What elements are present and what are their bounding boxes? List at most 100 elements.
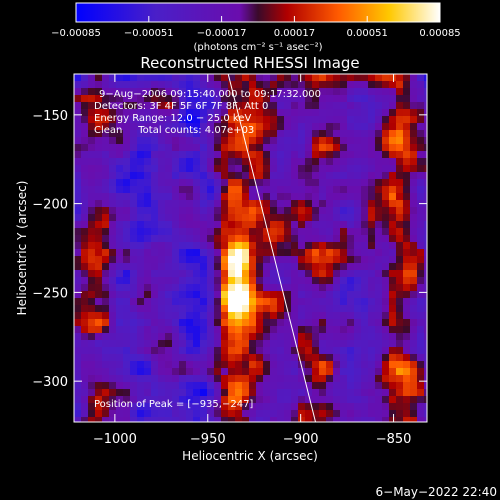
heatmap-cell bbox=[74, 158, 81, 165]
heatmap-cell bbox=[102, 200, 109, 207]
heatmap-cell bbox=[263, 382, 270, 389]
heatmap-cell bbox=[207, 312, 214, 319]
heatmap-cell bbox=[291, 123, 298, 130]
heatmap-cell bbox=[403, 403, 410, 410]
heatmap-cell bbox=[200, 228, 207, 235]
heatmap-cell bbox=[242, 116, 249, 123]
heatmap-cell bbox=[186, 382, 193, 389]
heatmap-cell bbox=[130, 165, 137, 172]
heatmap-cell bbox=[172, 375, 179, 382]
heatmap-cell bbox=[165, 340, 172, 347]
heatmap-cell bbox=[179, 417, 186, 422]
heatmap-cell bbox=[284, 277, 291, 284]
heatmap-cell bbox=[130, 137, 137, 144]
heatmap-cell bbox=[95, 277, 102, 284]
heatmap-cell bbox=[116, 298, 123, 305]
heatmap-cell bbox=[326, 214, 333, 221]
heatmap-cell bbox=[74, 319, 81, 326]
heatmap-cell bbox=[151, 417, 158, 422]
heatmap-cell bbox=[368, 81, 375, 88]
heatmap-cell bbox=[228, 228, 235, 235]
heatmap-cell bbox=[389, 165, 396, 172]
heatmap-cell bbox=[403, 396, 410, 403]
heatmap-cell bbox=[410, 326, 417, 333]
heatmap-cell bbox=[347, 368, 354, 375]
heatmap-cell bbox=[319, 88, 326, 95]
heatmap-cell bbox=[214, 116, 221, 123]
heatmap-cell bbox=[389, 396, 396, 403]
heatmap-cell bbox=[382, 354, 389, 361]
heatmap-cell bbox=[375, 116, 382, 123]
heatmap-cell bbox=[81, 81, 88, 88]
heatmap-cell bbox=[424, 123, 427, 130]
heatmap-cell bbox=[326, 396, 333, 403]
heatmap-cell bbox=[305, 396, 312, 403]
heatmap-cell bbox=[340, 221, 347, 228]
heatmap-cell bbox=[144, 102, 151, 109]
heatmap-cell bbox=[256, 340, 263, 347]
x-tick-label: −950 bbox=[190, 432, 226, 447]
heatmap-cell bbox=[312, 109, 319, 116]
heatmap-cell bbox=[312, 256, 319, 263]
heatmap-cell bbox=[81, 102, 88, 109]
heatmap-cell bbox=[389, 221, 396, 228]
y-tick-label: −150 bbox=[32, 109, 68, 124]
heatmap-cell bbox=[158, 235, 165, 242]
heatmap-cell bbox=[214, 389, 221, 396]
heatmap-cell bbox=[277, 347, 284, 354]
heatmap-cell bbox=[298, 151, 305, 158]
heatmap-cell bbox=[368, 165, 375, 172]
heatmap-cell bbox=[249, 102, 256, 109]
heatmap-cell bbox=[375, 158, 382, 165]
heatmap-cell bbox=[221, 193, 228, 200]
heatmap-cell bbox=[291, 417, 298, 422]
heatmap-cell bbox=[109, 109, 116, 116]
heatmap-cell bbox=[417, 312, 424, 319]
heatmap-cell bbox=[116, 193, 123, 200]
heatmap-cell bbox=[347, 95, 354, 102]
heatmap-cell bbox=[382, 417, 389, 422]
heatmap-cell bbox=[144, 123, 151, 130]
heatmap-cell bbox=[256, 88, 263, 95]
heatmap-cell bbox=[249, 235, 256, 242]
heatmap-cell bbox=[102, 319, 109, 326]
heatmap-cell bbox=[354, 158, 361, 165]
heatmap-cell bbox=[123, 207, 130, 214]
heatmap-cell bbox=[326, 361, 333, 368]
heatmap-cell bbox=[242, 165, 249, 172]
heatmap-cell bbox=[116, 354, 123, 361]
heatmap-cell bbox=[242, 270, 249, 277]
heatmap-cell bbox=[368, 88, 375, 95]
heatmap-cell bbox=[424, 403, 427, 410]
heatmap-cell bbox=[235, 312, 242, 319]
heatmap-cell bbox=[368, 130, 375, 137]
heatmap-cell bbox=[256, 151, 263, 158]
heatmap-cell bbox=[109, 417, 116, 422]
heatmap-cell bbox=[382, 410, 389, 417]
heatmap-cell bbox=[102, 340, 109, 347]
heatmap-cell bbox=[144, 382, 151, 389]
heatmap-cell bbox=[214, 123, 221, 130]
heatmap-cell bbox=[235, 88, 242, 95]
heatmap-cell bbox=[200, 270, 207, 277]
heatmap-cell bbox=[368, 249, 375, 256]
heatmap-cell bbox=[270, 277, 277, 284]
heatmap-cell bbox=[298, 221, 305, 228]
heatmap-cell bbox=[193, 165, 200, 172]
heatmap-cell bbox=[382, 256, 389, 263]
heatmap-cell bbox=[312, 340, 319, 347]
heatmap-cell bbox=[382, 116, 389, 123]
heatmap-cell bbox=[410, 123, 417, 130]
heatmap-cell bbox=[172, 228, 179, 235]
heatmap-cell bbox=[319, 312, 326, 319]
heatmap-cell bbox=[375, 256, 382, 263]
heatmap-cell bbox=[109, 116, 116, 123]
heatmap-cell bbox=[165, 165, 172, 172]
heatmap-cell bbox=[256, 228, 263, 235]
heatmap-cell bbox=[284, 228, 291, 235]
heatmap-cell bbox=[403, 235, 410, 242]
heatmap-cell bbox=[284, 396, 291, 403]
heatmap-cell bbox=[347, 263, 354, 270]
heatmap-cell bbox=[102, 305, 109, 312]
heatmap-cell bbox=[186, 396, 193, 403]
